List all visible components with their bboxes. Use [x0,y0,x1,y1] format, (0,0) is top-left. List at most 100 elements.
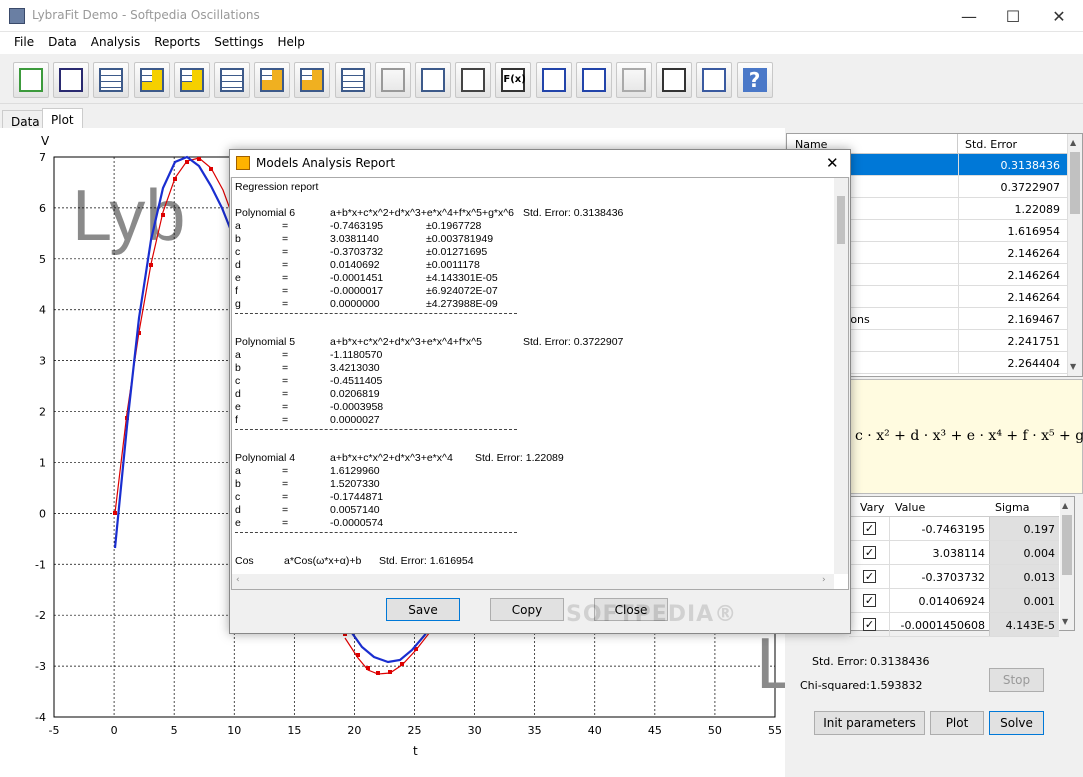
parameter-value[interactable]: -0.0001450608 [889,613,989,636]
menu-file[interactable]: File [14,35,35,49]
model-block-name: Polynomial 5 [235,336,296,348]
parameters-table[interactable]: Vary Value Sigma ✓ -0.7463195 0.197 ✓ 3.0381… [848,496,1075,637]
param-value: 0.0206819 [330,388,380,400]
menu-analysis[interactable]: Analysis [90,35,141,49]
x-tick-label: 10 [227,724,241,737]
vary-checkbox[interactable]: ✓ [863,522,876,535]
x-tick-label: 5 [171,724,178,737]
report-text-area[interactable]: Regression report Polynomial 6 a+b*x+c*x^2… [231,177,849,590]
param-equals: = [282,504,289,516]
param-uncertainty: ±6.924072E-07 [426,285,498,297]
header-vary: Vary [860,501,885,514]
table-import-toolbar-button[interactable] [133,62,170,98]
scatter-fit-toolbar-button[interactable] [575,62,612,98]
line-fit-icon [541,68,566,92]
maximize-button[interactable]: ☐ [1005,6,1021,26]
model-row[interactable]: 2.241751 [787,330,1067,352]
stop-button[interactable]: Stop [989,668,1044,692]
save-button[interactable]: Save [386,598,460,621]
table-delete-toolbar-button[interactable] [334,62,371,98]
dialog-close-icon[interactable]: ✕ [826,154,839,172]
model-std-error: 2.146264 [958,264,1066,285]
minimize-button[interactable]: — [961,6,977,26]
vary-checkbox[interactable]: ✓ [863,546,876,559]
model-row[interactable]: 1.22089 [787,198,1067,220]
help-icon: ? [742,68,767,92]
models-table-scrollbar[interactable]: ▲ ▼ [1067,134,1082,376]
scatter-settings-toolbar-button[interactable] [455,62,492,98]
y-tick-label: 4 [39,304,46,317]
function-toolbar-button[interactable]: F(x) [495,62,532,98]
solve-button[interactable]: Solve [989,711,1044,735]
model-row[interactable]: 0.3138436 [787,154,1067,176]
param-name: d [235,388,241,400]
line-fit-toolbar-button[interactable] [535,62,572,98]
model-std-error-text: Std. Error: 0.3138436 [523,207,624,219]
table-export-toolbar-button[interactable] [173,62,210,98]
app-icon [9,8,25,24]
report-toolbar-button[interactable] [696,62,733,98]
menu-reports[interactable]: Reports [154,35,201,49]
model-row[interactable]: 1.616954 [787,220,1067,242]
parameter-value[interactable]: 0.01406924 [889,589,989,612]
tab-plot[interactable]: Plot [42,108,83,130]
help-toolbar-button[interactable]: ? [736,62,773,98]
table-merge-toolbar-button[interactable] [294,62,331,98]
plot-button[interactable]: Plot [930,711,984,735]
param-name: a [235,349,241,361]
param-value: 3.0381140 [330,233,379,245]
table-toolbar-button[interactable] [93,62,130,98]
fit-curve-line [113,155,234,549]
vary-checkbox[interactable]: ✓ [863,618,876,631]
param-equals: = [282,272,289,284]
vary-checkbox[interactable]: ✓ [863,570,876,583]
separator [235,429,517,430]
param-name: g [235,298,241,310]
table-yellow-toolbar-button[interactable] [254,62,291,98]
menu-bar: File Data Analysis Reports Settings Help [0,32,1083,54]
param-equals: = [282,220,289,232]
param-equals: = [282,259,289,271]
close-window-button[interactable]: ✕ [1052,6,1066,26]
scatter-settings-icon [461,68,486,92]
report-vertical-scrollbar[interactable] [834,178,848,574]
param-value: 0.0000027 [330,414,380,426]
table-delete-icon [340,68,365,92]
parameter-value[interactable]: -0.3703732 [889,565,989,588]
param-name: b [235,362,241,374]
report-header: Regression report [235,181,319,193]
param-equals: = [282,362,289,374]
vary-checkbox[interactable]: ✓ [863,594,876,607]
parameter-value[interactable]: -0.7463195 [889,517,989,540]
undo-toolbar-button[interactable] [374,62,411,98]
param-equals: = [282,298,289,310]
disabled-chart-toolbar-button[interactable] [616,62,652,98]
menu-help[interactable]: Help [277,35,305,49]
model-row[interactable]: 0.3722907 [787,176,1067,198]
model-row[interactable]: 2.146264 [787,264,1067,286]
param-value: 0.0057140 [330,504,380,516]
close-button[interactable]: Close [594,598,668,621]
model-row[interactable]: 2.146264 [787,242,1067,264]
menu-data[interactable]: Data [48,35,77,49]
chi-squared-label: Chi-squared: [800,679,870,692]
param-name: a [235,220,241,232]
parameter-sigma: 4.143E-5 [989,613,1059,636]
param-value: 0.0140692 [330,259,380,271]
parameter-row: ✓ 0.01406924 0.001 [849,589,1059,613]
multi-curve-toolbar-button[interactable] [656,62,693,98]
copy-button[interactable]: Copy [490,598,564,621]
parameters-scrollbar[interactable]: ▲ ▼ [1060,497,1074,630]
init-parameters-button[interactable]: Init parameters [814,711,925,735]
param-uncertainty: ±0.0011178 [426,259,480,271]
open-folder-toolbar-button[interactable] [13,62,49,98]
parameter-value[interactable]: 3.038114 [889,541,989,564]
dialog-icon [236,156,250,170]
param-value: 3.4213030 [330,362,380,374]
table-copy-toolbar-button[interactable] [214,62,250,98]
menu-settings[interactable]: Settings [214,35,264,49]
save-toolbar-button[interactable] [53,62,90,98]
settings-table-toolbar-button[interactable] [415,62,451,98]
model-row[interactable]: 2.264404 [787,352,1067,374]
report-horizontal-scrollbar[interactable]: ‹ › [232,574,834,589]
